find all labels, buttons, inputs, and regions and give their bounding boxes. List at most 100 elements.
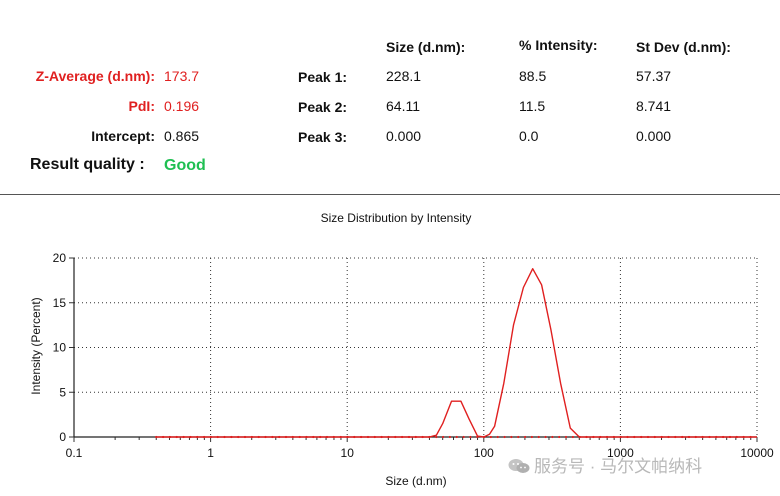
baseline-point [257,435,260,439]
baseline-point [264,435,267,439]
baseline-point [592,435,595,439]
baseline-point [660,435,663,439]
baseline-point [230,435,233,439]
baseline-point [483,435,486,439]
baseline-point [605,435,609,439]
baseline-point [633,435,636,439]
baseline-point [339,435,342,439]
baseline-point [455,435,458,439]
baseline-point [585,435,588,439]
baseline-point [366,435,370,439]
series-line [156,267,757,438]
baseline-point [722,435,725,439]
baseline-point [551,435,554,439]
y-tick-label: 5 [59,385,66,399]
peak-1-stdev: 57.37 [636,68,672,84]
baseline-point [175,435,178,439]
watermark-text: 服务号 · 马尔文帕纳科 [534,457,703,476]
baseline-point [435,435,438,439]
z-average-value: 173.7 [164,68,200,84]
baseline-point [209,435,212,439]
baseline-point [537,435,540,439]
baseline-point [510,435,513,439]
peak-1-label: Peak 1: [298,69,348,85]
baseline-point [735,435,738,439]
baseline-point [517,435,520,439]
baseline-point [667,435,670,439]
baseline-point [223,435,226,439]
result-quality-value: Good [164,157,206,174]
baseline-point [489,435,492,439]
baseline-point [203,435,206,439]
baseline-point [701,435,704,439]
baseline-point [360,435,363,439]
baseline-point [387,435,390,439]
peak-2-size: 64.11 [386,98,420,114]
baseline-point [216,435,219,439]
chart-title: Size Distribution by Intensity [321,211,472,225]
header-intensity: % Intensity: [519,37,598,53]
baseline-point [496,435,499,439]
baseline-point [237,435,240,439]
section-divider [0,194,780,195]
pdi-label: PdI: [128,98,155,114]
baseline-point [332,435,335,439]
baseline-point [278,435,281,439]
y-tick-label: 20 [53,251,67,265]
intercept-label: Intercept: [91,128,155,144]
baseline-point [646,435,650,439]
baseline-point [319,435,322,439]
size-distribution-chart: Size Distribution by Intensity 0 5 10 15 20 0… [29,211,774,488]
baseline-point [162,435,165,439]
pdi-value: 0.196 [164,98,200,114]
peak-2-label: Peak 2: [298,99,348,115]
baseline-point [182,435,185,439]
baseline-point [168,435,171,439]
baseline-point [742,435,745,439]
header-stdev: St Dev (d.nm): [636,39,731,55]
baseline-point [442,435,445,439]
peak-3-label: Peak 3: [298,129,348,145]
x-axis-label: Size (d.nm) [385,474,446,488]
baseline-point [503,435,506,439]
header-size: Size (d.nm): [386,39,466,55]
x-tick-label: 100 [474,446,494,460]
baseline-point [708,435,711,439]
baseline-point [394,435,397,439]
y-tick-label: 10 [53,341,67,355]
baseline-point [469,435,472,439]
axes: 0 5 10 15 20 0.1 1 10 100 1000 10000 [53,251,774,460]
baseline-point [428,435,431,439]
baseline-point [250,435,253,439]
baseline-point [524,435,527,439]
baseline-point [243,435,247,439]
baseline-point [687,435,691,439]
baseline-point [530,435,534,439]
baseline-point [612,435,616,439]
baseline-point [694,435,697,439]
peak-3-size: 0.000 [386,128,422,144]
y-tick-label: 0 [59,430,66,444]
baseline-point [578,435,581,439]
peak-1-size: 228.1 [386,68,422,84]
x-tick-label: 0.1 [66,446,83,460]
grid-lines [74,257,758,437]
baseline-point [196,435,199,439]
x-tick-label: 1 [207,446,214,460]
peak-2-intensity: 11.5 [519,98,546,114]
baseline-point [346,435,349,439]
baseline-point [298,435,301,439]
baseline-point [291,435,294,439]
peak-1-intensity: 88.5 [519,68,547,84]
baseline-point [544,435,547,439]
baseline-point [476,435,479,439]
baseline-point [715,435,718,439]
baseline-point [373,435,376,439]
intercept-value: 0.865 [164,128,200,144]
baseline-point [353,435,356,439]
baseline-point [558,435,561,439]
baseline-point [749,435,752,439]
y-tick-label: 15 [53,296,67,310]
baseline-point [728,435,732,439]
x-tick-label: 1000 [607,446,634,460]
